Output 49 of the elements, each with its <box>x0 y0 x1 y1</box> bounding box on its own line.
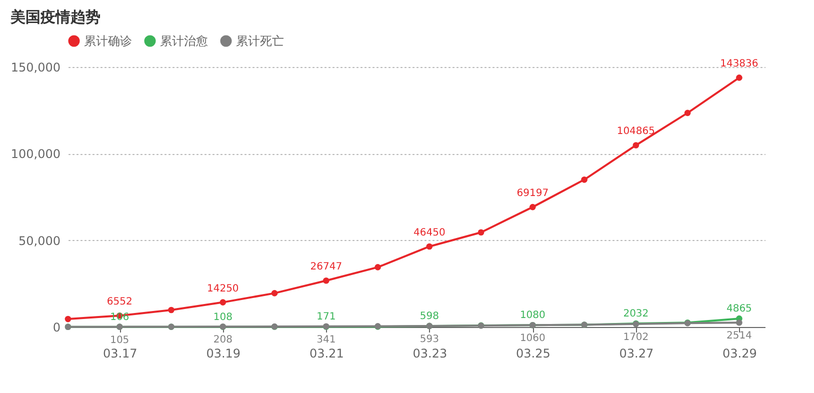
point <box>168 306 174 314</box>
data-label: 1060 <box>520 333 546 344</box>
point <box>220 299 226 306</box>
point <box>271 290 278 296</box>
y-tick-label: 0 <box>52 320 60 334</box>
data-label: 2514 <box>726 330 752 342</box>
data-label: 2032 <box>623 308 649 320</box>
x-tick-label: 03.19 <box>206 346 241 360</box>
data-label: 6552 <box>106 296 132 308</box>
point <box>632 142 640 148</box>
data-label: 171 <box>316 312 336 323</box>
legend-label: 累计治愈 <box>160 34 208 48</box>
data-label: 593 <box>420 334 439 345</box>
data-label: 208 <box>213 334 232 346</box>
data-label: 1702 <box>623 332 649 344</box>
x-tick-label: 03.25 <box>516 346 550 360</box>
data-label: 69197 <box>516 188 549 200</box>
data-label: 341 <box>316 334 336 346</box>
x-tick-label: 03.23 <box>412 346 448 360</box>
data-label: 4865 <box>726 304 752 315</box>
point <box>426 243 433 250</box>
data-label: 26747 <box>310 262 342 273</box>
chart-title: 美国疫情趋势 <box>9 8 100 26</box>
x-tick-label: 03.27 <box>619 346 654 360</box>
y-tick-label: 50,000 <box>18 234 60 248</box>
data-label: 1080 <box>520 310 546 322</box>
point <box>478 229 484 236</box>
data-label: 104865 <box>616 126 656 138</box>
point <box>530 204 536 210</box>
point <box>684 110 691 116</box>
legend-label: 累计死亡 <box>236 34 284 48</box>
point <box>736 319 742 326</box>
data-label: 14250 <box>206 283 239 294</box>
point <box>64 316 72 322</box>
data-label: 598 <box>420 310 439 322</box>
x-tick-label: 03.21 <box>309 346 344 360</box>
y-tick-label: 150,000 <box>10 60 60 74</box>
point <box>374 264 381 270</box>
point <box>581 176 588 183</box>
legend-label: 累计确诊 <box>84 34 132 48</box>
point <box>322 277 330 284</box>
x-tick-label: 03.29 <box>722 346 757 360</box>
point <box>736 74 742 81</box>
y-tick-label: 100,000 <box>10 147 60 162</box>
data-label: 105 <box>110 334 130 346</box>
data-label: 108 <box>213 312 232 323</box>
x-tick-label: 03.17 <box>102 346 138 360</box>
data-label: 46450 <box>414 227 446 238</box>
data-label: 143836 <box>720 58 758 70</box>
